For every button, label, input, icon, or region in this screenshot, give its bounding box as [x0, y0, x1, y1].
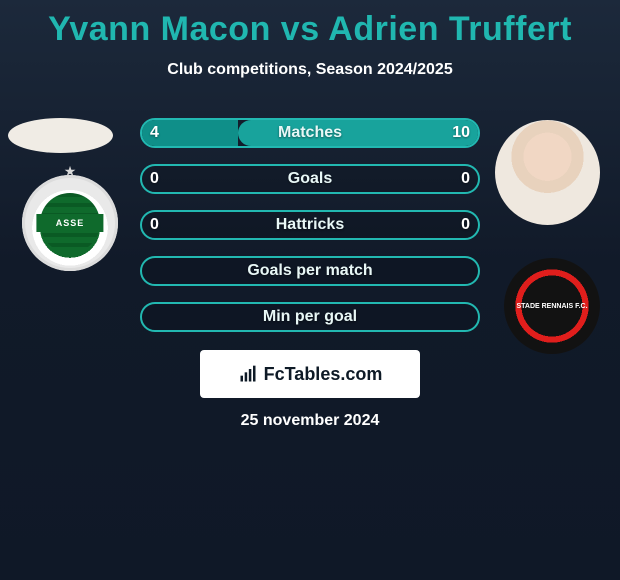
page-title: Yvann Macon vs Adrien Truffert — [0, 0, 620, 49]
watermark: FcTables.com — [200, 350, 420, 398]
stat-value-left: 0 — [150, 164, 159, 194]
stat-value-right: 10 — [452, 118, 470, 148]
stat-row: Goals00 — [0, 156, 620, 202]
stat-bar-track — [140, 302, 480, 332]
stat-bar-track — [140, 118, 480, 148]
stat-value-right: 0 — [461, 210, 470, 240]
watermark-text: FcTables.com — [264, 364, 383, 385]
stat-value-left: 4 — [150, 118, 159, 148]
stat-bar-track — [140, 164, 480, 194]
stat-bar-right — [238, 120, 478, 146]
comparison-card: Yvann Macon vs Adrien Truffert Club comp… — [0, 0, 620, 580]
stat-row: Matches410 — [0, 110, 620, 156]
stat-value-right: 0 — [461, 164, 470, 194]
stat-bar-track — [140, 210, 480, 240]
date: 25 november 2024 — [0, 412, 620, 430]
stat-value-left: 0 — [150, 210, 159, 240]
stats-list: Matches410Goals00Hattricks00Goals per ma… — [0, 110, 620, 340]
stat-bar-track — [140, 256, 480, 286]
stat-row: Hattricks00 — [0, 202, 620, 248]
stat-row: Min per goal — [0, 294, 620, 340]
stat-row: Goals per match — [0, 248, 620, 294]
bar-chart-icon — [238, 364, 258, 384]
subtitle: Club competitions, Season 2024/2025 — [0, 61, 620, 79]
